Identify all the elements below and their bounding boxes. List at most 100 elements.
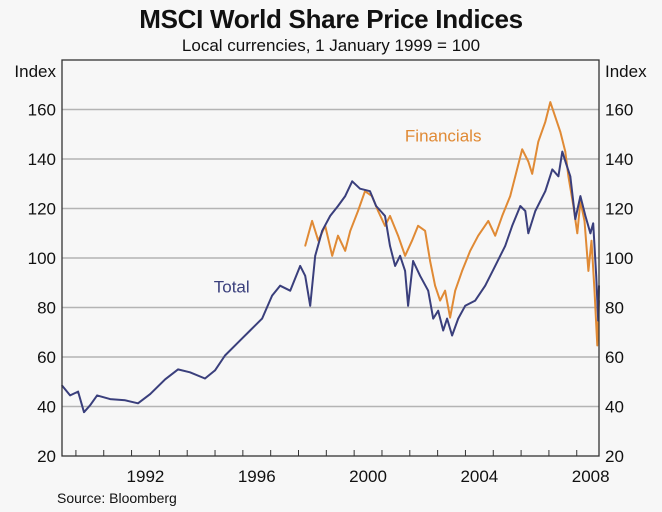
data-point-total xyxy=(551,168,554,171)
data-point-total xyxy=(224,354,226,357)
data-point-financials xyxy=(439,299,441,302)
data-point-total xyxy=(204,377,206,380)
data-point-financials xyxy=(397,234,399,237)
data-point-financials xyxy=(583,220,586,222)
data-point-total xyxy=(337,205,339,207)
data-point-financials xyxy=(357,210,359,212)
data-point-total xyxy=(124,399,126,402)
data-point-total xyxy=(544,190,547,192)
data-point-total xyxy=(289,289,292,292)
data-point-total xyxy=(504,245,507,247)
data-point-financials xyxy=(404,255,406,257)
y-tick-label-right-120: 120 xyxy=(605,200,633,219)
data-point-financials xyxy=(384,225,386,227)
data-point-financials xyxy=(331,255,334,257)
data-point-total xyxy=(314,255,317,257)
data-point-total xyxy=(519,205,522,207)
y-tick-label-left-60: 60 xyxy=(37,348,56,367)
data-point-total xyxy=(464,305,467,307)
data-point-total xyxy=(304,275,307,277)
data-point-financials xyxy=(461,270,463,272)
data-point-financials xyxy=(593,289,596,292)
data-point-financials xyxy=(554,116,557,118)
y-tick-label-left-140: 140 xyxy=(28,150,56,169)
data-point-total xyxy=(589,232,592,235)
data-point-financials xyxy=(494,234,497,237)
data-point-financials xyxy=(449,316,451,319)
data-point-total xyxy=(451,334,453,337)
data-point-financials xyxy=(567,175,570,178)
data-point-total xyxy=(329,215,332,217)
data-point-financials xyxy=(434,284,436,287)
data-point-total xyxy=(96,394,98,397)
data-point-total xyxy=(351,180,354,183)
data-point-total xyxy=(527,232,530,235)
data-point-total xyxy=(137,402,139,405)
data-point-financials xyxy=(349,230,352,232)
data-point-financials xyxy=(521,148,523,151)
data-point-total xyxy=(375,205,377,207)
data-point-financials xyxy=(537,140,540,143)
data-point-total xyxy=(437,309,440,312)
y-tick-label-right-40: 40 xyxy=(605,398,624,417)
y-tick-label-right-20: 20 xyxy=(605,447,624,466)
data-point-total xyxy=(249,329,251,332)
data-point-total xyxy=(584,215,587,217)
data-point-total xyxy=(309,305,312,307)
data-point-financials xyxy=(429,260,431,262)
data-point-total xyxy=(369,190,371,192)
x-tick-label-1996: 1996 xyxy=(238,467,276,486)
data-point-total xyxy=(384,215,386,217)
data-point-financials xyxy=(311,220,313,222)
x-axis-ticks xyxy=(75,450,578,456)
data-point-total xyxy=(69,394,71,397)
data-point-total xyxy=(394,265,396,267)
x-tick-label-1992: 1992 xyxy=(127,467,165,486)
data-point-financials xyxy=(527,160,530,163)
data-point-financials xyxy=(564,150,567,153)
data-point-total xyxy=(109,398,111,400)
data-point-total xyxy=(271,294,273,297)
data-point-total xyxy=(389,245,391,247)
data-point-total xyxy=(407,305,409,307)
data-point-total xyxy=(494,265,497,267)
x-tick-label-2008: 2008 xyxy=(572,467,610,486)
y-axis-labels: 20 20 40 40 60 60 80 80 100 100 120 120 140 140 160 160 xyxy=(28,101,634,467)
data-point-total xyxy=(474,299,477,302)
data-point-total xyxy=(419,275,421,277)
data-point-financials xyxy=(337,234,339,237)
data-point-financials xyxy=(477,234,480,237)
data-point-financials xyxy=(411,239,413,242)
series-label-financials: Financials xyxy=(405,127,482,146)
data-point-total xyxy=(557,175,560,178)
y-tick-label-right-100: 100 xyxy=(605,249,633,268)
data-point-total xyxy=(412,260,414,262)
data-point-financials xyxy=(424,230,426,232)
data-point-financials xyxy=(344,250,347,252)
series-line-financials xyxy=(304,101,600,347)
y-tick-label-right-80: 80 xyxy=(605,299,624,318)
data-point-financials xyxy=(590,239,593,242)
data-point-total xyxy=(569,175,572,178)
y-tick-label-left-160: 160 xyxy=(28,101,56,120)
data-point-financials xyxy=(531,173,533,175)
data-point-financials xyxy=(596,344,599,347)
data-point-financials xyxy=(576,232,579,235)
chart-subtitle: Local currencies, 1 January 1999 = 100 xyxy=(181,36,481,55)
data-point-total xyxy=(561,150,564,153)
data-point-total xyxy=(565,163,567,165)
data-point-total xyxy=(239,339,241,342)
y-tick-label-left-100: 100 xyxy=(28,249,56,268)
gridlines xyxy=(62,108,599,408)
data-point-financials xyxy=(501,215,504,217)
data-point-financials xyxy=(444,289,446,292)
data-point-total xyxy=(442,329,445,332)
source-note: Source: Bloomberg xyxy=(57,490,177,506)
data-point-total xyxy=(214,369,216,372)
data-point-total xyxy=(427,289,430,292)
data-point-total xyxy=(511,225,513,227)
data-point-total xyxy=(595,275,597,277)
x-axis-labels: 1992 1996 2000 2004 2008 xyxy=(127,467,610,486)
y-tick-label-left-80: 80 xyxy=(37,299,56,318)
y-tick-label-left-120: 120 xyxy=(28,200,56,219)
